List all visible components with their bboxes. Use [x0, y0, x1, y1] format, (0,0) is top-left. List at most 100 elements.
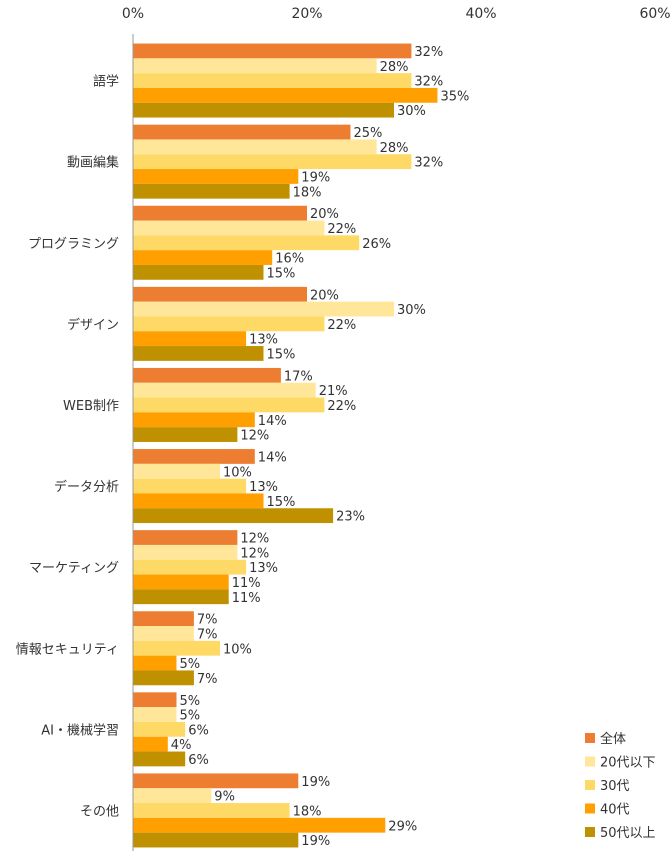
- bar: [133, 508, 334, 524]
- data-label: 5%: [180, 709, 201, 724]
- data-label: 18%: [293, 185, 322, 200]
- bar: [133, 478, 247, 494]
- bar: [133, 264, 264, 280]
- bar: [133, 803, 290, 818]
- bar: [133, 367, 281, 383]
- legend-swatch: [585, 733, 595, 743]
- category-label: AI・機械学習: [41, 722, 119, 738]
- bar: [133, 382, 316, 398]
- bar: [133, 670, 194, 686]
- bar: [133, 205, 307, 221]
- bar: [133, 316, 325, 332]
- data-label: 6%: [188, 723, 209, 738]
- bar: [133, 250, 273, 265]
- bar: [133, 788, 212, 804]
- category-label: 動画編集: [67, 155, 119, 171]
- data-label: 25%: [354, 126, 383, 141]
- data-label: 32%: [414, 75, 443, 90]
- data-label: 30%: [397, 303, 426, 318]
- bar: [133, 692, 177, 708]
- bar: [133, 589, 229, 605]
- legend-swatch: [585, 756, 595, 767]
- bar: [133, 736, 168, 752]
- data-label: 20%: [310, 207, 339, 222]
- bar: [133, 397, 325, 413]
- bar: [133, 331, 247, 347]
- x-tick-label: 60%: [639, 6, 670, 22]
- data-label: 15%: [267, 495, 296, 510]
- data-label: 22%: [327, 318, 356, 333]
- x-axis-ticks: 0% 20% 40% 60%: [122, 6, 671, 22]
- category-label: WEB制作: [63, 399, 119, 414]
- data-label: 22%: [327, 399, 356, 414]
- data-label: 19%: [301, 775, 330, 790]
- data-label: 14%: [258, 414, 287, 429]
- bar: [133, 463, 220, 479]
- bar: [133, 87, 438, 103]
- bar: [133, 412, 255, 428]
- data-label: 19%: [301, 170, 330, 185]
- data-label: 10%: [223, 642, 252, 657]
- data-label: 28%: [380, 60, 409, 75]
- legend-label: 50代以上: [600, 826, 656, 841]
- data-label: 26%: [362, 237, 391, 252]
- data-label: 23%: [336, 510, 365, 525]
- data-label: 4%: [171, 738, 192, 753]
- bar: [133, 611, 194, 627]
- data-label: 12%: [240, 546, 269, 561]
- data-label: 18%: [293, 804, 322, 819]
- bar: [133, 707, 177, 722]
- data-label: 13%: [249, 480, 278, 495]
- bar: [133, 301, 394, 317]
- x-tick-label: 20%: [291, 6, 322, 22]
- bar: [133, 139, 377, 155]
- data-label: 5%: [180, 657, 201, 672]
- legend-label: 40代: [600, 803, 630, 818]
- data-label: 30%: [397, 104, 426, 119]
- category-label: マーケティング: [29, 561, 119, 576]
- bar: [133, 574, 229, 590]
- bar: [133, 286, 307, 302]
- bar: [133, 124, 351, 140]
- data-label: 32%: [414, 156, 443, 171]
- legend-swatch: [585, 827, 595, 837]
- bar: [133, 773, 299, 789]
- data-label: 12%: [240, 429, 269, 444]
- bars: 32%28%32%35%30%25%28%32%19%18%20%22%26%1…: [133, 43, 469, 849]
- legend-label: 30代: [600, 779, 630, 794]
- bar: [133, 493, 264, 509]
- bar: [133, 721, 186, 737]
- bar: [133, 449, 255, 464]
- legend-label: 全体: [600, 731, 626, 747]
- data-label: 15%: [267, 266, 296, 281]
- bar: [133, 530, 238, 545]
- legend-swatch: [585, 780, 595, 790]
- bar: [133, 655, 177, 671]
- bar: [133, 346, 264, 361]
- bar: [133, 73, 412, 88]
- legend-swatch: [585, 803, 595, 814]
- x-tick-label: 0%: [122, 6, 144, 22]
- category-label: プログラミング: [28, 237, 119, 252]
- data-label: 22%: [327, 222, 356, 237]
- legend: 全体 20代以下 30代 40代 50代以上: [585, 731, 656, 841]
- data-label: 14%: [258, 450, 287, 465]
- bar: [133, 832, 299, 848]
- bar: [133, 626, 194, 641]
- bar: [133, 220, 325, 236]
- bar: [133, 559, 247, 575]
- data-label: 17%: [284, 369, 313, 384]
- data-label: 20%: [310, 288, 339, 303]
- data-label: 32%: [414, 45, 443, 60]
- legend-label: 20代以下: [600, 756, 656, 771]
- bar: [133, 183, 290, 199]
- category-label: 語学: [93, 74, 119, 90]
- data-label: 7%: [197, 672, 218, 687]
- data-label: 11%: [232, 576, 261, 591]
- data-label: 5%: [180, 694, 201, 709]
- bar: [133, 102, 394, 118]
- bar: [133, 43, 412, 59]
- bar: [133, 427, 238, 442]
